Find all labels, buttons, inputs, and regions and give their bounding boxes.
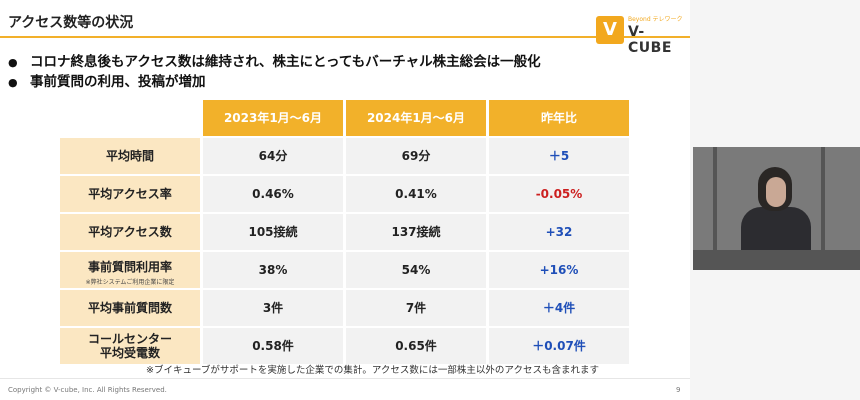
- row-label: 平均時間: [60, 138, 200, 174]
- logo-tagline: Beyond テレワーク: [628, 16, 683, 23]
- cell-yoy: ＋4件: [489, 290, 629, 326]
- row-label: 平均アクセス数: [60, 214, 200, 250]
- row-label: 事前質問利用率 ※弊社システムご利用企業に限定: [60, 252, 200, 288]
- copyright: Copyright © V-cube, Inc. All Rights Rese…: [8, 386, 167, 394]
- cell-yoy: -0.05%: [489, 176, 629, 212]
- row-label: 平均アクセス率: [60, 176, 200, 212]
- video-desk: [693, 250, 860, 270]
- cell-2024: 0.41%: [346, 176, 486, 212]
- cell-2024: 137接続: [346, 214, 486, 250]
- row-label-text: 平均受電数: [99, 346, 160, 360]
- cell-yoy: ＋0.07件: [489, 328, 629, 364]
- row-label-text: 事前質問利用率: [87, 260, 172, 274]
- bullet-list: ● コロナ終息後もアクセス数は維持され、株主にとってもバーチャル株主総会は一般化 …: [8, 52, 541, 92]
- row-label-text: コールセンター: [87, 332, 172, 346]
- logo-text: V-CUBE: [628, 24, 672, 56]
- cell-2024: 69分: [346, 138, 486, 174]
- video-wall-seam: [821, 147, 825, 270]
- cell-2023: 38%: [203, 252, 343, 288]
- row-label-note: ※弊社システムご利用企業に限定: [85, 279, 175, 286]
- bullet-item: ● 事前質問の利用、投稿が増加: [8, 72, 541, 92]
- presentation-slide: アクセス数等の状況 V Beyond テレワーク V-CUBE ● コロナ終息後も…: [0, 0, 690, 394]
- header-2023: 2023年1月〜6月: [203, 100, 343, 136]
- bullet-dot-icon: ●: [8, 56, 18, 69]
- cell-yoy: +16%: [489, 252, 629, 288]
- vcube-logo: V Beyond テレワーク V-CUBE: [596, 10, 684, 56]
- page-number: 9: [676, 386, 681, 394]
- cell-2024: 0.65件: [346, 328, 486, 364]
- cell-2023: 0.58件: [203, 328, 343, 364]
- footer-divider: [0, 378, 690, 379]
- slide-title-bar: アクセス数等の状況: [0, 0, 690, 38]
- bullet-item: ● コロナ終息後もアクセス数は維持され、株主にとってもバーチャル株主総会は一般化: [8, 52, 541, 72]
- bullet-dot-icon: ●: [8, 76, 18, 89]
- header-2024: 2024年1月〜6月: [346, 100, 486, 136]
- speaker-video: [693, 147, 860, 270]
- video-wall-seam: [713, 147, 717, 270]
- cell-2023: 3件: [203, 290, 343, 326]
- slide-title: アクセス数等の状況: [8, 15, 134, 31]
- footnote: ※ブイキューブがサポートを実施した企業での集計。アクセス数には一部株主以外のアク…: [146, 365, 599, 376]
- cell-2024: 7件: [346, 290, 486, 326]
- row-label: 平均事前質問数: [60, 290, 200, 326]
- cell-2024: 54%: [346, 252, 486, 288]
- cell-yoy: ＋5: [489, 138, 629, 174]
- row-label: コールセンター 平均受電数: [60, 328, 200, 364]
- cell-yoy: +32: [489, 214, 629, 250]
- speaker-face: [766, 177, 786, 207]
- cell-2023: 0.46%: [203, 176, 343, 212]
- cell-2023: 64分: [203, 138, 343, 174]
- header-yoy: 昨年比: [489, 100, 629, 136]
- cell-2023: 105接続: [203, 214, 343, 250]
- logo-mark-icon: V: [596, 16, 624, 44]
